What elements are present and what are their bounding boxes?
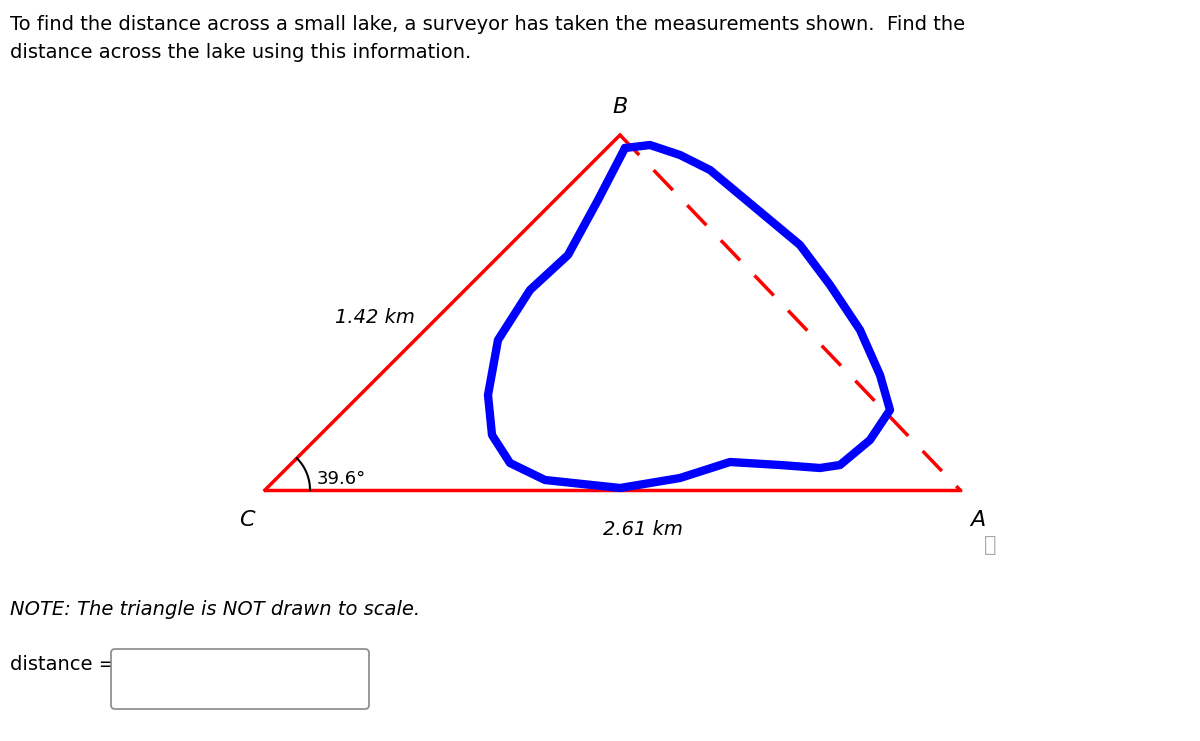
Text: To find the distance across a small lake, a surveyor has taken the measurements : To find the distance across a small lake… xyxy=(10,15,965,62)
Text: C: C xyxy=(240,510,256,530)
Text: 1.42 km: 1.42 km xyxy=(335,308,414,327)
Text: A: A xyxy=(970,510,985,530)
Text: 2.61 km: 2.61 km xyxy=(602,520,683,539)
Text: NOTE: The triangle is NOT drawn to scale.: NOTE: The triangle is NOT drawn to scale… xyxy=(10,600,420,619)
Text: distance =: distance = xyxy=(10,655,115,674)
Text: B: B xyxy=(612,97,628,117)
Text: ⌕: ⌕ xyxy=(984,535,996,555)
FancyBboxPatch shape xyxy=(112,649,370,709)
Text: 39.6°: 39.6° xyxy=(317,470,366,488)
